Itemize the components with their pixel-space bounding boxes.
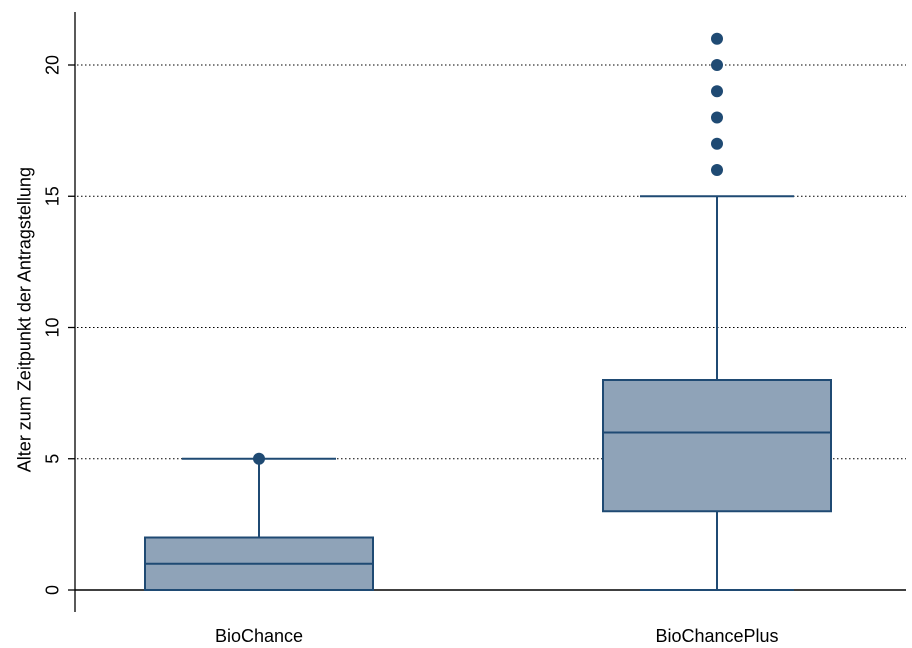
outlier-point-biochanceplus-19: [711, 85, 723, 98]
box-biochance: [144, 452, 374, 591]
y-tick-label-0: 0: [42, 585, 62, 595]
outlier-point-biochanceplus-18: [711, 111, 723, 124]
y-tick-label-10: 10: [42, 317, 62, 337]
boxes: [144, 32, 832, 591]
box-biochanceplus: [602, 32, 832, 591]
y-tick-label-5: 5: [42, 454, 62, 464]
iqr-box-biochanceplus: [602, 379, 832, 513]
category-label-biochance: BioChance: [215, 626, 303, 646]
outlier-point-biochanceplus-20: [711, 59, 723, 71]
y-axis-title: Alter zum Zeitpunkt der Antragstellung: [14, 167, 34, 472]
category-label-biochanceplus: BioChancePlus: [655, 626, 778, 646]
y-tick-label-20: 20: [42, 55, 62, 75]
y-tick-label-15: 15: [42, 186, 62, 206]
outlier-point-biochanceplus-21: [711, 32, 723, 45]
axes: [68, 12, 906, 612]
outlier-point-biochance-5: [253, 452, 265, 465]
outlier-point-biochanceplus-17: [711, 137, 723, 150]
labels: 0 5 10 15 20 Alter zum Zeitpunkt der Antragst…: [14, 55, 778, 646]
outlier-point-biochanceplus-16: [711, 164, 723, 176]
